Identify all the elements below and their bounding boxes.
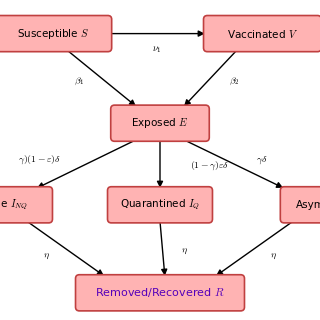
Text: $\gamma\delta$: $\gamma\delta$ bbox=[256, 154, 268, 166]
Text: $(1-\gamma)\varepsilon\delta$: $(1-\gamma)\varepsilon\delta$ bbox=[190, 159, 230, 172]
Text: ine $I_{NQ}$: ine $I_{NQ}$ bbox=[0, 198, 28, 212]
Text: Removed/Recovered $R$: Removed/Recovered $R$ bbox=[95, 286, 225, 299]
Text: $\beta_1$: $\beta_1$ bbox=[74, 76, 85, 87]
FancyBboxPatch shape bbox=[0, 187, 52, 223]
FancyBboxPatch shape bbox=[0, 15, 112, 52]
Text: $\gamma)(1-\varepsilon)\delta$: $\gamma)(1-\varepsilon)\delta$ bbox=[18, 154, 61, 166]
Text: $\beta_2$: $\beta_2$ bbox=[229, 76, 239, 87]
Text: $\eta$: $\eta$ bbox=[270, 251, 277, 261]
Text: Susceptible $S$: Susceptible $S$ bbox=[17, 27, 89, 41]
FancyBboxPatch shape bbox=[108, 187, 212, 223]
Text: $\eta$: $\eta$ bbox=[43, 251, 50, 261]
Text: $\eta$: $\eta$ bbox=[181, 246, 188, 256]
Text: $\nu_1$: $\nu_1$ bbox=[152, 44, 162, 55]
Text: Vaccinated $V$: Vaccinated $V$ bbox=[227, 28, 298, 40]
Text: Asym: Asym bbox=[296, 200, 320, 210]
Text: Quarantined $I_Q$: Quarantined $I_Q$ bbox=[120, 198, 200, 212]
FancyBboxPatch shape bbox=[280, 187, 320, 223]
Text: Exposed $E$: Exposed $E$ bbox=[132, 116, 188, 130]
FancyBboxPatch shape bbox=[111, 105, 209, 141]
FancyBboxPatch shape bbox=[204, 15, 320, 52]
FancyBboxPatch shape bbox=[76, 275, 244, 311]
